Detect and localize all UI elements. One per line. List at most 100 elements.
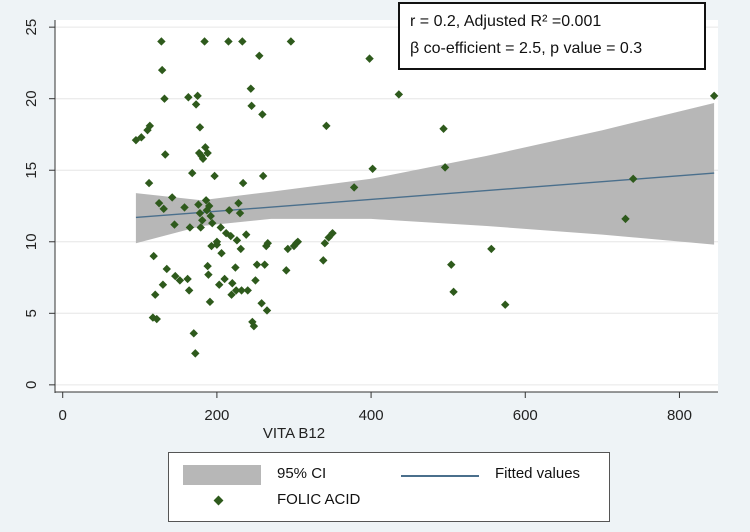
data-point (255, 51, 264, 60)
data-point (283, 244, 293, 254)
data-point (170, 220, 179, 229)
data-point (180, 203, 189, 212)
data-point (709, 91, 719, 101)
data-point (252, 260, 262, 269)
legend-fit-line (401, 475, 479, 477)
data-point (189, 329, 198, 338)
data-point (194, 148, 204, 158)
data-point (238, 37, 247, 46)
data-point (243, 286, 252, 295)
data-point (227, 290, 236, 299)
data-point (183, 274, 192, 284)
data-point (263, 239, 272, 248)
data-point (137, 133, 146, 142)
data-point (231, 263, 240, 272)
data-point (157, 37, 166, 46)
data-point (237, 286, 246, 295)
data-point (158, 280, 168, 289)
data-point (246, 84, 256, 93)
data-point (394, 90, 404, 99)
y-tick-label: 0 (23, 381, 40, 389)
data-point (226, 231, 235, 241)
data-point (205, 297, 215, 307)
data-point (184, 286, 194, 295)
data-point (191, 349, 200, 358)
x-tick-label: 800 (667, 407, 692, 424)
data-point (191, 100, 201, 109)
data-point (282, 266, 291, 275)
data-point (203, 148, 212, 158)
data-point (258, 171, 268, 181)
data-point (234, 198, 243, 208)
legend-ci-swatch (183, 465, 261, 485)
data-point (368, 164, 377, 173)
data-point (501, 300, 510, 309)
data-point (161, 150, 170, 159)
data-point (203, 261, 212, 271)
data-point (195, 123, 205, 132)
data-point (149, 251, 158, 261)
data-point (201, 196, 211, 205)
x-axis-title: VITA B12 (263, 425, 325, 442)
data-point (216, 223, 225, 232)
data-point (449, 287, 458, 297)
data-point (447, 260, 456, 269)
legend-scatter-marker (213, 495, 224, 506)
stats-line-2: β co-efficient = 2.5, p value = 0.3 (410, 40, 643, 57)
data-point (439, 124, 448, 133)
y-tick-label: 20 (23, 90, 40, 107)
data-point (228, 279, 237, 288)
data-point (247, 101, 256, 111)
data-point (144, 178, 154, 188)
legend-ci-label: 95% CI (277, 465, 327, 482)
data-point (160, 94, 169, 103)
x-tick-label: 0 (59, 407, 67, 424)
data-point (349, 183, 359, 192)
data-point (175, 276, 185, 285)
data-point (184, 93, 193, 102)
data-point (286, 37, 296, 46)
x-tick-label: 400 (359, 407, 384, 424)
y-tick-label: 25 (23, 19, 40, 36)
y-tick-label: 15 (23, 162, 40, 179)
data-point (487, 244, 496, 254)
data-point (365, 54, 374, 63)
data-point (204, 201, 214, 211)
data-point (167, 193, 177, 202)
data-point (251, 276, 260, 285)
data-point (320, 239, 330, 248)
x-tick-label: 200 (204, 407, 229, 424)
legend-scatter-label: FOLIC ACID (277, 491, 361, 508)
data-point (215, 280, 224, 289)
data-point (143, 125, 152, 135)
data-point (208, 218, 217, 228)
data-point (220, 274, 229, 284)
data-point (210, 171, 219, 181)
data-point (235, 208, 245, 218)
data-point (241, 230, 251, 239)
stats-annotation-box: r = 0.2, Adjusted R² =0.001 β co-efficie… (398, 2, 706, 70)
data-point (249, 321, 259, 331)
data-point (440, 163, 450, 172)
data-point (200, 37, 209, 46)
data-point (157, 65, 167, 75)
data-point (171, 271, 180, 281)
y-tick-label: 5 (23, 309, 40, 317)
data-point (262, 306, 272, 315)
data-point (236, 244, 245, 254)
data-point (193, 91, 202, 101)
legend-fit-label: Fitted values (495, 465, 581, 482)
data-point (152, 314, 161, 324)
confidence-band (135, 103, 715, 245)
data-point (328, 228, 337, 238)
legend: 95% CI Fitted values FOLIC ACID (168, 452, 610, 522)
data-point (628, 174, 638, 184)
data-point (212, 240, 222, 249)
data-point (293, 237, 303, 246)
data-point (260, 260, 269, 269)
data-point (195, 208, 205, 218)
data-point (232, 236, 242, 245)
data-point (145, 121, 155, 131)
